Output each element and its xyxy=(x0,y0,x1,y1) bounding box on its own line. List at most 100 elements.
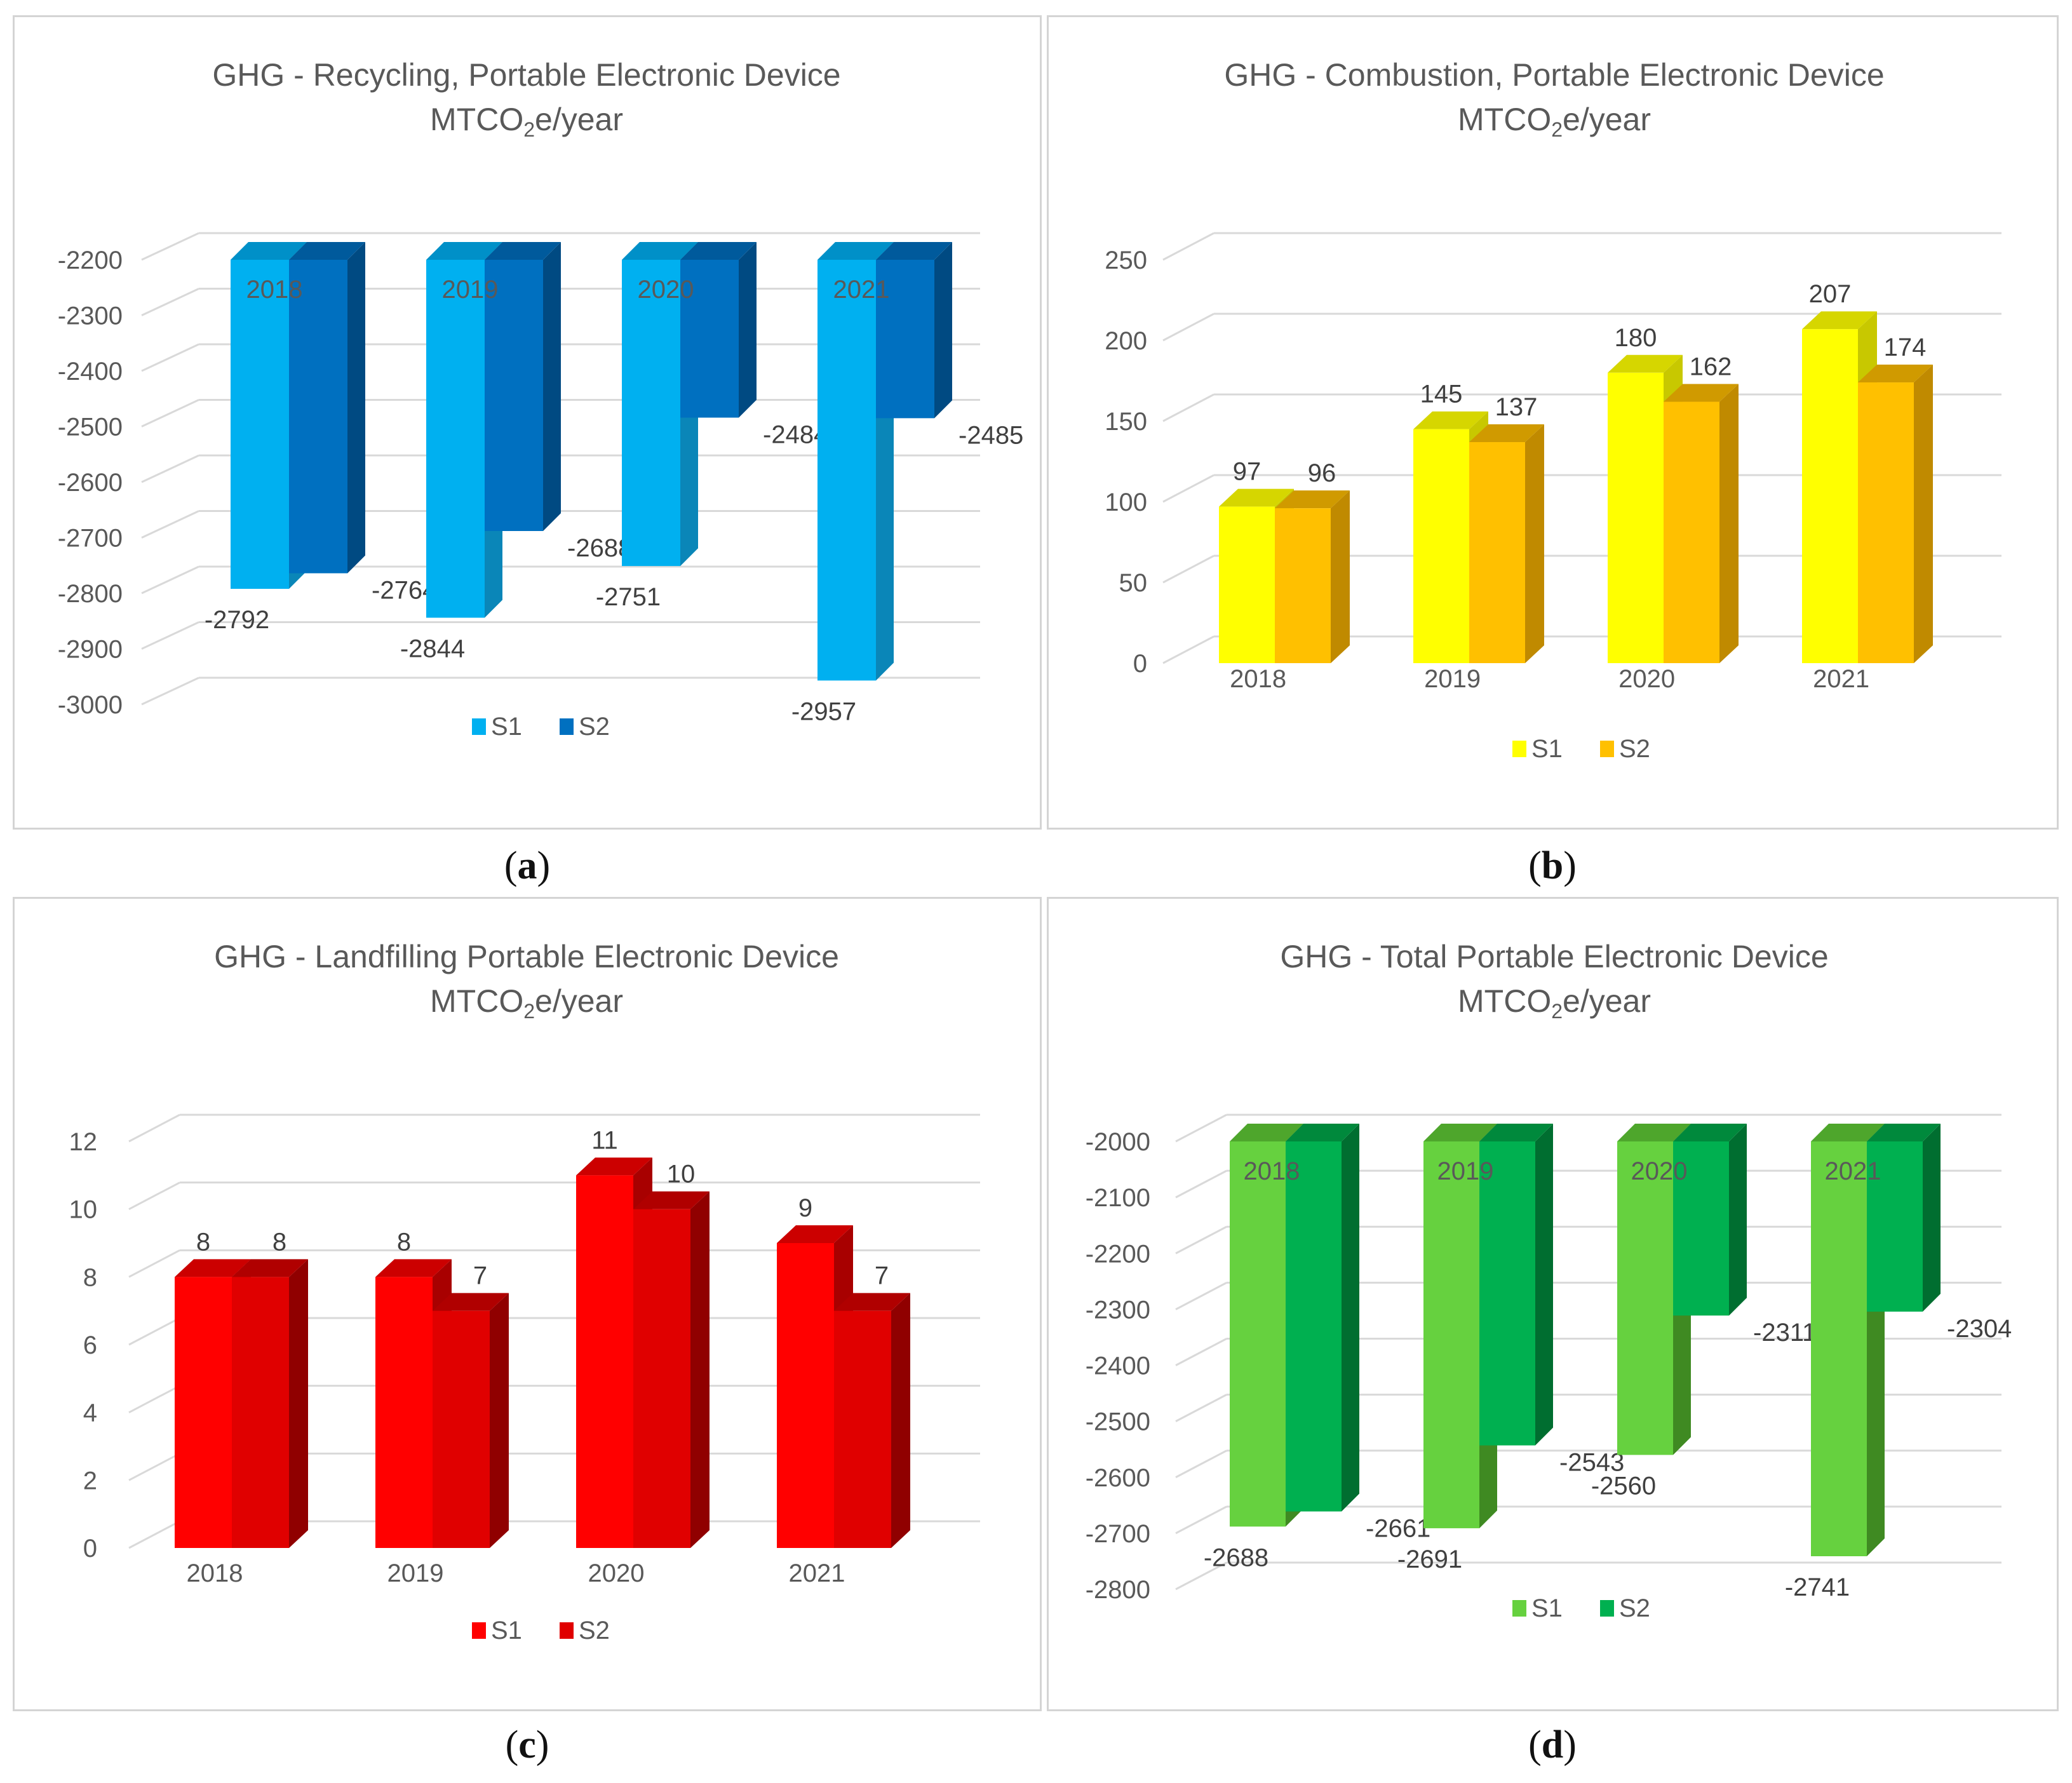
y-tick-label: -2000 xyxy=(1086,1128,1150,1156)
data-label: 174 xyxy=(1884,333,1927,361)
gridline-diagonal xyxy=(1175,1282,1227,1310)
chart-total: GHG - Total Portable Electronic Device MT… xyxy=(1086,939,2012,1622)
bar-top-s2-2018 xyxy=(1286,1124,1359,1141)
bar-top-s1-2020 xyxy=(1617,1124,1691,1141)
x-tick-label: 2018 xyxy=(1230,665,1286,693)
bar-s2-2021 xyxy=(1867,1141,1923,1312)
data-label: -2485 xyxy=(959,421,1023,449)
bar-top-s2-2021 xyxy=(1867,1124,1941,1141)
bar-s1-2019 xyxy=(375,1277,433,1548)
data-label: 8 xyxy=(397,1228,411,1256)
gridline-diagonal xyxy=(141,288,199,316)
bar-s1-2019 xyxy=(1423,1141,1479,1528)
y-tick-label: -2200 xyxy=(1086,1240,1150,1268)
bar-s1-2020 xyxy=(1617,1141,1673,1455)
x-tick-label: 2019 xyxy=(442,276,499,304)
gridline-diagonal xyxy=(141,510,199,539)
y-tick-label: -2500 xyxy=(1086,1408,1150,1436)
bar-s1-2020 xyxy=(1608,372,1664,663)
bar-s1-2018 xyxy=(1219,506,1275,663)
bar-s2-2021 xyxy=(1858,382,1914,663)
data-label: 8 xyxy=(196,1228,210,1256)
bar-top-s2-2020 xyxy=(633,1191,710,1209)
bar-s2-2019 xyxy=(1479,1141,1535,1446)
bar-top-s1-2021 xyxy=(1811,1124,1885,1141)
gridline-diagonal xyxy=(141,232,199,261)
bar-side-s2-2020 xyxy=(1729,1124,1747,1316)
y-tick-label: 12 xyxy=(69,1128,98,1156)
gridline-diagonal xyxy=(128,1181,180,1210)
chart-subtitle: MTCO2e/year xyxy=(1458,983,1651,1023)
x-tick-label: 2021 xyxy=(833,276,890,304)
bar-s2-2020 xyxy=(633,1209,690,1548)
y-tick-label: -2300 xyxy=(1086,1296,1150,1324)
y-tick-label: 2 xyxy=(83,1467,97,1495)
chart-panel-landfilling: GHG - Landfilling Portable Electronic De… xyxy=(13,897,1042,1711)
x-tick-label: 2021 xyxy=(1813,665,1869,693)
caption-d: (d) xyxy=(1528,1723,1577,1766)
y-tick-label: -2400 xyxy=(58,358,123,386)
legend-swatch-s2 xyxy=(1600,1600,1614,1617)
bar-s2-2018 xyxy=(232,1277,289,1548)
y-tick-label: 100 xyxy=(1105,488,1147,516)
y-tick-label: -2900 xyxy=(58,636,123,664)
data-label: -2560 xyxy=(1591,1472,1656,1500)
data-label: -2751 xyxy=(596,583,661,611)
bar-top-s1-2021 xyxy=(817,242,894,260)
bar-s2-2019 xyxy=(485,260,543,531)
y-tick-label: -2700 xyxy=(58,525,123,553)
legend-label-s2: S2 xyxy=(579,1617,610,1645)
data-label: 10 xyxy=(667,1161,696,1188)
bar-side-s2-2021 xyxy=(934,242,952,419)
bar-side-s2-2018 xyxy=(347,242,365,574)
bar-s1-2021 xyxy=(1802,329,1858,663)
gridline-diagonal xyxy=(128,1249,180,1278)
bar-top-s1-2020 xyxy=(1608,354,1683,373)
bar-side-s2-2021 xyxy=(1923,1124,1941,1312)
y-tick-label: -2400 xyxy=(1086,1352,1150,1380)
bar-s2-2020 xyxy=(1673,1141,1729,1316)
bar-s1-2020 xyxy=(576,1175,633,1548)
y-tick-label: 0 xyxy=(1133,650,1147,678)
bar-top-s1-2021 xyxy=(777,1225,853,1243)
legend-swatch-s2 xyxy=(560,1622,574,1639)
bar-top-s2-2019 xyxy=(1479,1124,1553,1141)
data-label: 145 xyxy=(1420,380,1463,408)
bar-s2-2019 xyxy=(433,1310,490,1548)
legend-swatch-s1 xyxy=(472,718,486,735)
gridline-diagonal xyxy=(1162,313,1214,342)
legend-swatch-s2 xyxy=(1600,741,1614,757)
data-label: -2688 xyxy=(1204,1544,1268,1571)
caption-b: (b) xyxy=(1528,844,1577,887)
bar-top-s2-2021 xyxy=(876,242,952,260)
bar-s1-2021 xyxy=(1811,1141,1867,1557)
bar-top-s1-2018 xyxy=(231,242,307,260)
data-label: 7 xyxy=(473,1262,487,1290)
bar-side-s2-2020 xyxy=(739,242,757,418)
legend-swatch-s2 xyxy=(560,718,574,735)
y-tick-label: -2500 xyxy=(58,414,123,441)
gridline-diagonal xyxy=(1175,1114,1227,1143)
gridline-diagonal xyxy=(141,343,199,372)
chart-recycling: GHG - Recycling, Portable Electronic Dev… xyxy=(58,57,1024,741)
y-tick-label: -2800 xyxy=(58,580,123,608)
chart-subtitle: MTCO2e/year xyxy=(1458,102,1651,141)
data-label: -2661 xyxy=(1366,1515,1430,1543)
data-label: 162 xyxy=(1690,353,1732,381)
gridline-diagonal xyxy=(1162,555,1214,584)
legend-label-s2: S2 xyxy=(1619,1594,1650,1622)
bar-top-s2-2018 xyxy=(1275,490,1350,509)
chart-subtitle: MTCO2e/year xyxy=(430,102,623,141)
bar-top-s1-2019 xyxy=(1423,1124,1497,1141)
x-tick-label: 2020 xyxy=(638,276,694,304)
y-tick-label: -2700 xyxy=(1086,1520,1150,1548)
legend-label-s1: S1 xyxy=(491,1617,522,1645)
data-label: -2311 xyxy=(1753,1319,1816,1347)
y-tick-label: 50 xyxy=(1119,569,1148,597)
bar-s2-2019 xyxy=(1469,442,1525,663)
chart-panel-combustion: GHG - Combustion, Portable Electronic De… xyxy=(1047,15,2059,830)
gridline-diagonal xyxy=(141,676,199,706)
bar-s1-2021 xyxy=(817,260,876,681)
data-label: -2691 xyxy=(1397,1545,1462,1573)
gridline-diagonal xyxy=(141,621,199,650)
